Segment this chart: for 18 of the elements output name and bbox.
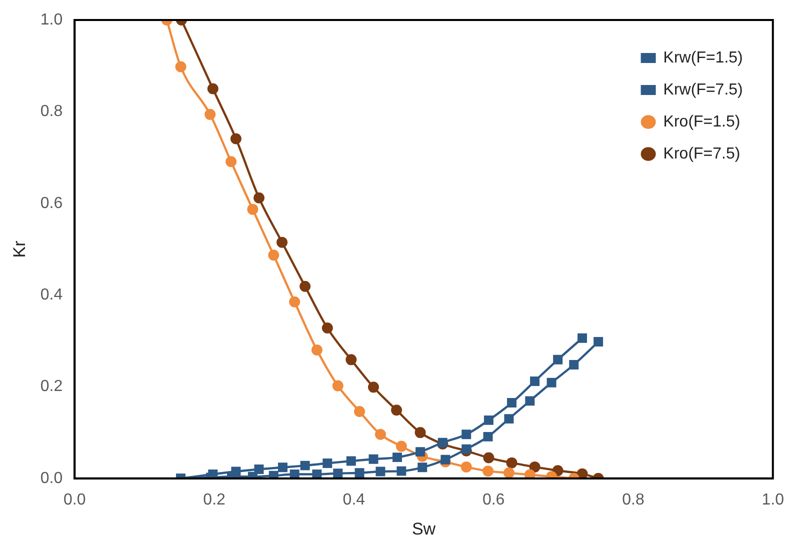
x-tick-label: 0.8 — [622, 491, 644, 508]
x-tick-label: 0.2 — [203, 491, 226, 508]
y-tick-label: 0.6 — [40, 194, 63, 212]
x-tick-label: 0.0 — [64, 491, 86, 508]
y-tick-label: 0.8 — [40, 103, 63, 120]
legend-label: Krw(F=1.5) — [663, 49, 743, 66]
y-axis-title: Kr — [10, 240, 29, 258]
x-tick-label: 0.6 — [482, 491, 505, 508]
y-tick-label: 1.0 — [40, 11, 63, 28]
legend-label: Kro(F=7.5) — [663, 145, 740, 162]
x-tick-label: 1.0 — [762, 491, 784, 508]
y-tick-label: 0.4 — [40, 286, 63, 304]
legend-label: Krw(F=7.5) — [663, 81, 743, 98]
legend-label: Kro(F=1.5) — [663, 113, 740, 130]
x-axis-title: Sw — [412, 519, 436, 538]
y-tick-label: 0.2 — [40, 378, 63, 396]
y-tick-label: 0.0 — [40, 470, 63, 487]
x-tick-label: 0.4 — [342, 491, 366, 508]
